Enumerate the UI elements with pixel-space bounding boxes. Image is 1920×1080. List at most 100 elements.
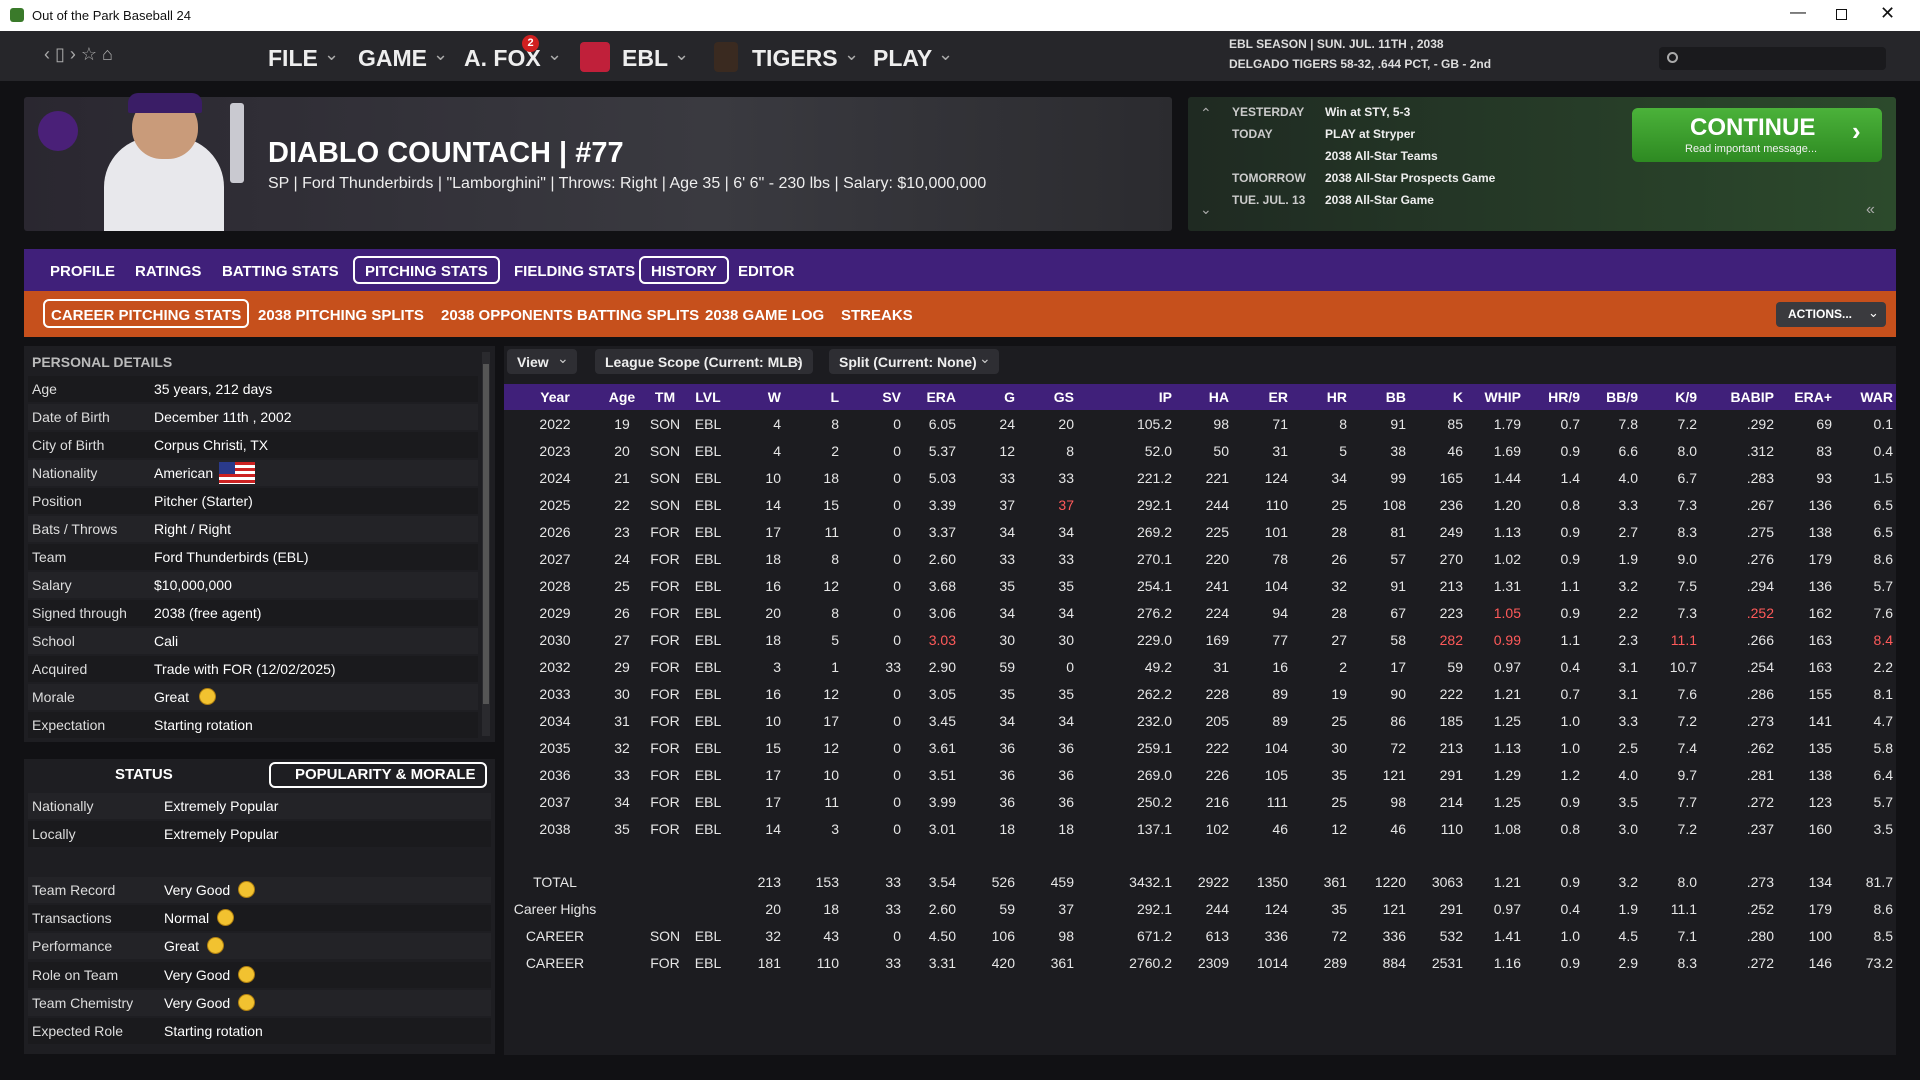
filter-dropdown[interactable] [595,349,813,374]
table-cell: EBL [694,416,722,432]
actions-chevron: ⌄ [1868,305,1879,320]
title-bar: Out of the Park Baseball 24 — ✕ [0,0,1920,31]
table-cell: 34 [1058,713,1074,729]
sub-tab[interactable]: 2038 PITCHING SPLITS [258,307,424,324]
table-cell: 6.5 [1873,524,1893,540]
scrollbar[interactable] [482,352,490,736]
table-cell: 3.68 [928,578,956,594]
close[interactable]: ✕ [1880,3,1896,23]
table-cell: 8.4 [1873,632,1893,648]
table-cell: 27 [614,632,630,648]
table-cell: 250.2 [1136,794,1172,810]
table-cell: 292.1 [1136,497,1172,513]
schedule-event: 2038 All-Star Teams [1325,149,1438,163]
emoji [207,937,224,955]
table-cell: 11 [824,794,839,810]
status-tab[interactable]: STATUS [115,766,173,783]
table-cell: 37 [999,497,1015,513]
menu[interactable]: EBL [622,45,668,71]
menu[interactable]: TIGERS [752,45,838,71]
sub-tab[interactable]: 2038 OPPONENTS BATTING SPLITS [441,307,700,324]
sub-tab[interactable]: STREAKS [841,307,913,324]
schedule-event: 2038 All-Star Game [1325,193,1434,207]
column-header: Age [608,389,636,405]
table-cell: 20 [1058,416,1074,432]
table-cell: 33 [885,659,901,675]
detail-label: Position [32,493,82,509]
detail-value: $10,000,000 [154,577,232,593]
tab[interactable]: HISTORY [651,263,717,280]
scroll-thumb[interactable] [483,364,489,704]
tab[interactable]: PITCHING STATS [365,263,488,280]
table-cell: 269.0 [1136,767,1172,783]
detail-value: Pitcher (Starter) [154,493,253,509]
tab[interactable]: FIELDING STATS [514,263,636,280]
award-ribbon [230,103,244,183]
table-cell: SON [649,443,681,459]
table-cell: FOR [650,632,680,648]
tab-selected[interactable] [353,256,500,284]
status-tab-selected[interactable] [269,762,487,788]
scroll-up[interactable]: ⌃ [1200,105,1212,121]
menu[interactable]: GAME [358,45,427,71]
table-cell: .267 [1746,497,1774,513]
tab[interactable]: PROFILE [50,263,116,280]
stats-panel [504,346,1896,1055]
maximize[interactable] [1836,9,1847,20]
table-cell: 17 [765,524,781,540]
table-cell: 0 [893,578,901,594]
scroll-down[interactable]: ⌄ [1200,201,1212,217]
sub-tab-selected[interactable] [43,299,249,328]
tab[interactable]: BATTING STATS [222,263,339,280]
table-cell: 46 [1272,821,1288,837]
actions-button[interactable]: ACTIONS... ⌄ [1776,302,1886,327]
filter-dropdown[interactable] [507,349,577,374]
total-cell: 0.97 [1493,901,1521,917]
minimize[interactable]: — [1790,4,1806,21]
collapse[interactable]: « [1866,201,1875,218]
total-cell: 59 [999,901,1015,917]
search-box[interactable] [1659,47,1886,70]
table-cell: 52.0 [1144,443,1172,459]
table-cell: 15 [765,740,781,756]
menu[interactable]: PLAY [873,45,933,71]
table-cell: 102 [1205,821,1229,837]
table-cell: 33 [999,470,1015,486]
total-cell: 213 [757,874,781,890]
detail-value: 2038 (free agent) [154,605,262,621]
tab-outline[interactable] [639,256,729,284]
table-cell: 1.20 [1493,497,1521,513]
status-row [28,877,491,903]
logo [714,42,738,72]
nav-buttons[interactable]: ‹ ▯ › ☆ ⌂ [44,44,113,64]
table-cell: 35 [1331,767,1347,783]
table-cell: 98 [1390,794,1406,810]
table-cell: 28 [1331,524,1347,540]
table-cell: 36 [1058,767,1074,783]
sub-tab[interactable]: CAREER PITCHING STATS [51,307,242,324]
logo [580,42,610,72]
column-header: WAR [1860,389,1893,405]
schedule-day: TUE. JUL. 13 [1232,193,1306,207]
table-cell: 34 [1058,605,1074,621]
table-cell: 77 [1272,632,1288,648]
tab[interactable]: RATINGS [135,263,202,280]
menu[interactable]: FILE [268,45,318,71]
sub-tab[interactable]: 2038 GAME LOG [705,307,825,324]
table-cell: 223 [1439,605,1463,621]
detail-label: Signed through [32,605,127,621]
table-cell: 6.05 [928,416,956,432]
continue-button[interactable]: CONTINUE Read important message... › [1632,108,1882,162]
table-cell: 123 [1808,794,1832,810]
filter-dropdown[interactable] [829,349,999,374]
table-cell: 216 [1205,794,1229,810]
table-cell: .292 [1746,416,1774,432]
table-cell: .237 [1746,821,1774,837]
status-tab[interactable]: POPULARITY & MORALE [295,766,476,783]
table-cell: EBL [694,470,722,486]
menu-chevron: ⌄ [674,44,690,64]
total-cell: 1350 [1256,874,1288,890]
column-header: TM [654,389,676,405]
tab[interactable]: EDITOR [738,263,795,280]
total-cell: 3.31 [928,955,956,971]
